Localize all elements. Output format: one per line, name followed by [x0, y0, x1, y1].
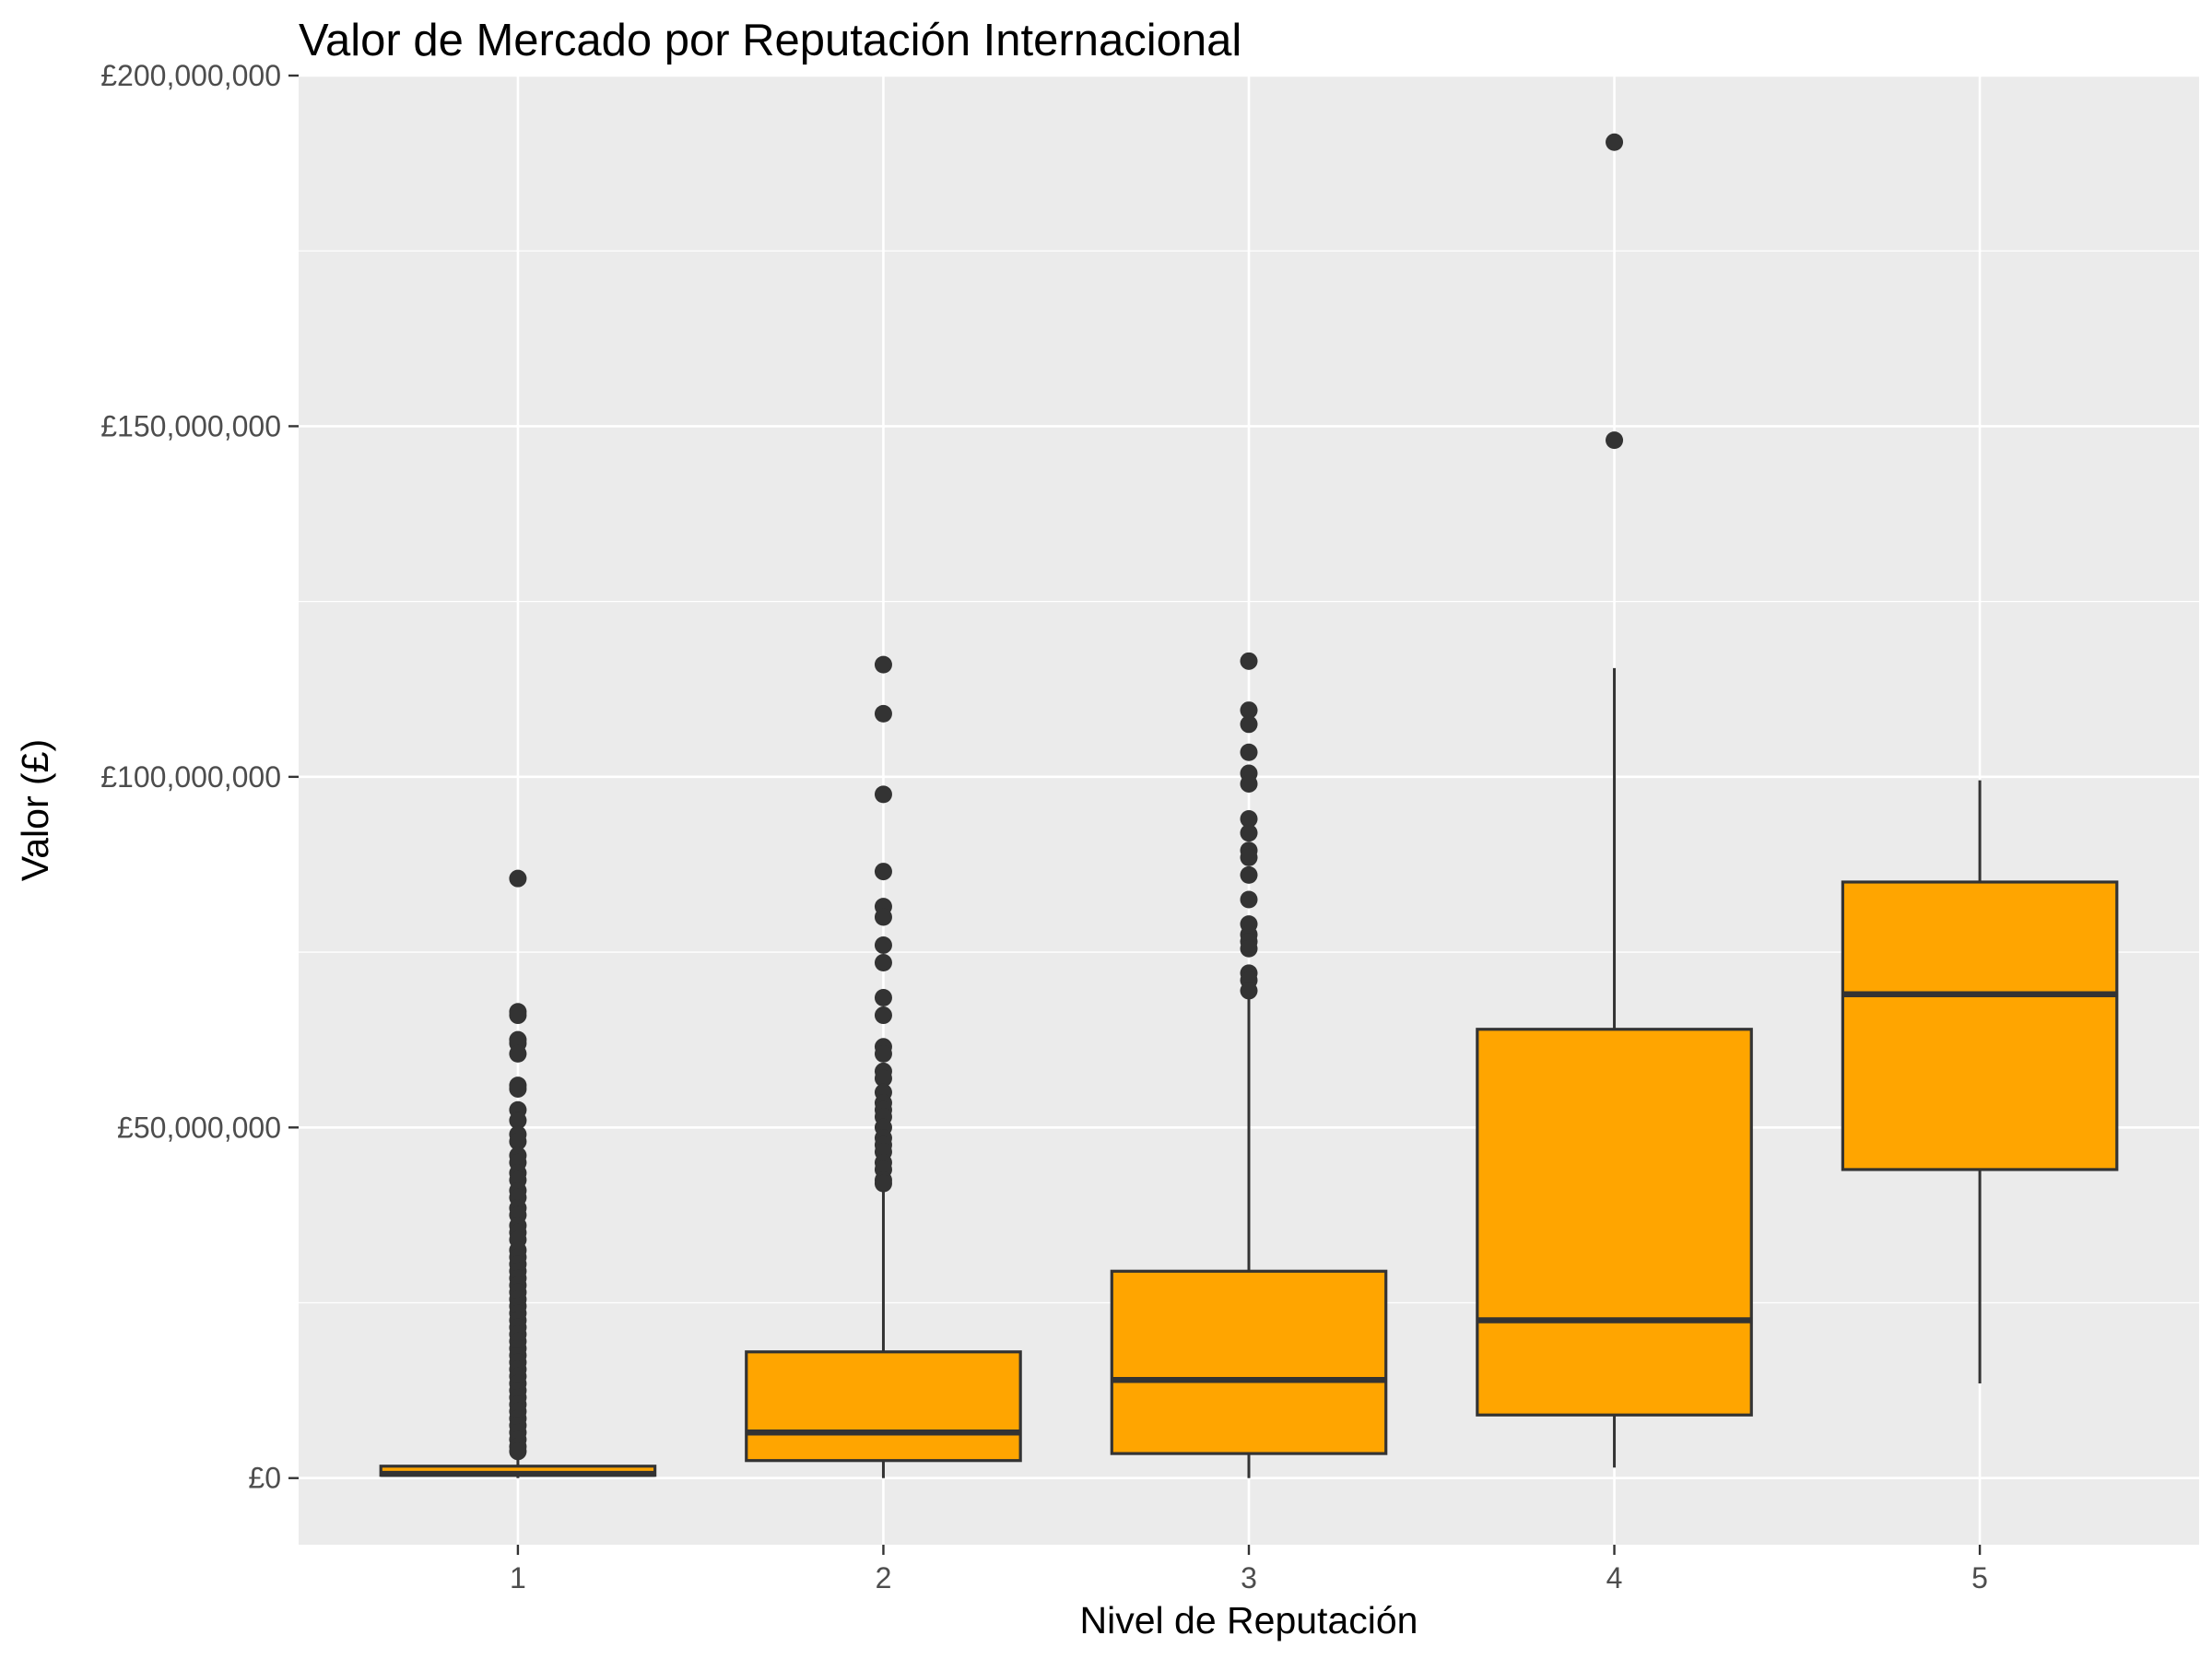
y-axis: £0 £50,000,000 £100,000,000 £150,000,000 £20…	[100, 59, 299, 1495]
box-group-3	[1110, 652, 1388, 1478]
outlier-point	[509, 1112, 527, 1130]
outlier-point	[874, 989, 892, 1007]
y-tick-label: £200,000,000	[100, 59, 281, 92]
outlier-point	[509, 1044, 527, 1063]
outlier-point	[1240, 824, 1258, 842]
box-group-4	[1476, 133, 1753, 1468]
outlier-point	[1240, 810, 1258, 829]
outlier-point	[509, 869, 527, 888]
x-tick-label: 4	[1606, 1561, 1623, 1594]
x-axis: 1 2 3 4 5	[510, 1545, 1988, 1594]
outlier-point	[1606, 431, 1624, 450]
outlier-point	[509, 1442, 527, 1461]
outlier-point	[1240, 939, 1258, 958]
box-iqr	[1110, 1269, 1388, 1455]
boxes	[379, 133, 2119, 1478]
x-tick-label: 1	[510, 1561, 526, 1594]
outlier-point	[1240, 743, 1258, 761]
outlier-point	[1240, 982, 1258, 1000]
y-axis-title: Valor (£)	[14, 739, 56, 881]
outlier-point	[874, 863, 892, 881]
x-axis-title: Nivel de Reputación	[1080, 1599, 1418, 1641]
outlier-point	[874, 1006, 892, 1025]
outlier-point	[874, 704, 892, 723]
outlier-point	[1240, 848, 1258, 866]
x-tick-label: 5	[1971, 1561, 1988, 1594]
y-tick-label: £0	[248, 1462, 281, 1495]
outlier-point	[874, 1069, 892, 1088]
outlier-point	[1240, 865, 1258, 884]
chart-title: Valor de Mercado por Reputación Internac…	[299, 16, 1241, 65]
box-iqr	[1841, 880, 2119, 1171]
outlier-point	[874, 935, 892, 954]
outlier-point	[874, 655, 892, 674]
box-iqr	[1476, 1028, 1753, 1417]
outlier-point	[874, 953, 892, 971]
box-group-1	[379, 869, 657, 1478]
box-iqr	[745, 1350, 1022, 1463]
x-tick-label: 2	[876, 1561, 892, 1594]
x-tick-label: 3	[1241, 1561, 1257, 1594]
outlier-point	[1240, 774, 1258, 793]
box-group-5	[1841, 780, 2119, 1384]
outlier-point	[874, 785, 892, 804]
outlier-point	[509, 1133, 527, 1151]
outlier-point	[874, 1174, 892, 1193]
y-tick-label: £100,000,000	[100, 760, 281, 794]
outlier-point	[1240, 715, 1258, 734]
outlier-point	[1240, 890, 1258, 909]
outlier-point	[509, 1079, 527, 1098]
outlier-point	[874, 1044, 892, 1063]
outlier-point	[1240, 652, 1258, 670]
outlier-point	[1606, 133, 1624, 151]
y-tick-label: £150,000,000	[100, 409, 281, 442]
y-tick-label: £50,000,000	[117, 1111, 281, 1144]
box-group-2	[745, 655, 1022, 1478]
outlier-point	[509, 1006, 527, 1025]
outlier-point	[1240, 701, 1258, 720]
outlier-point	[874, 908, 892, 926]
